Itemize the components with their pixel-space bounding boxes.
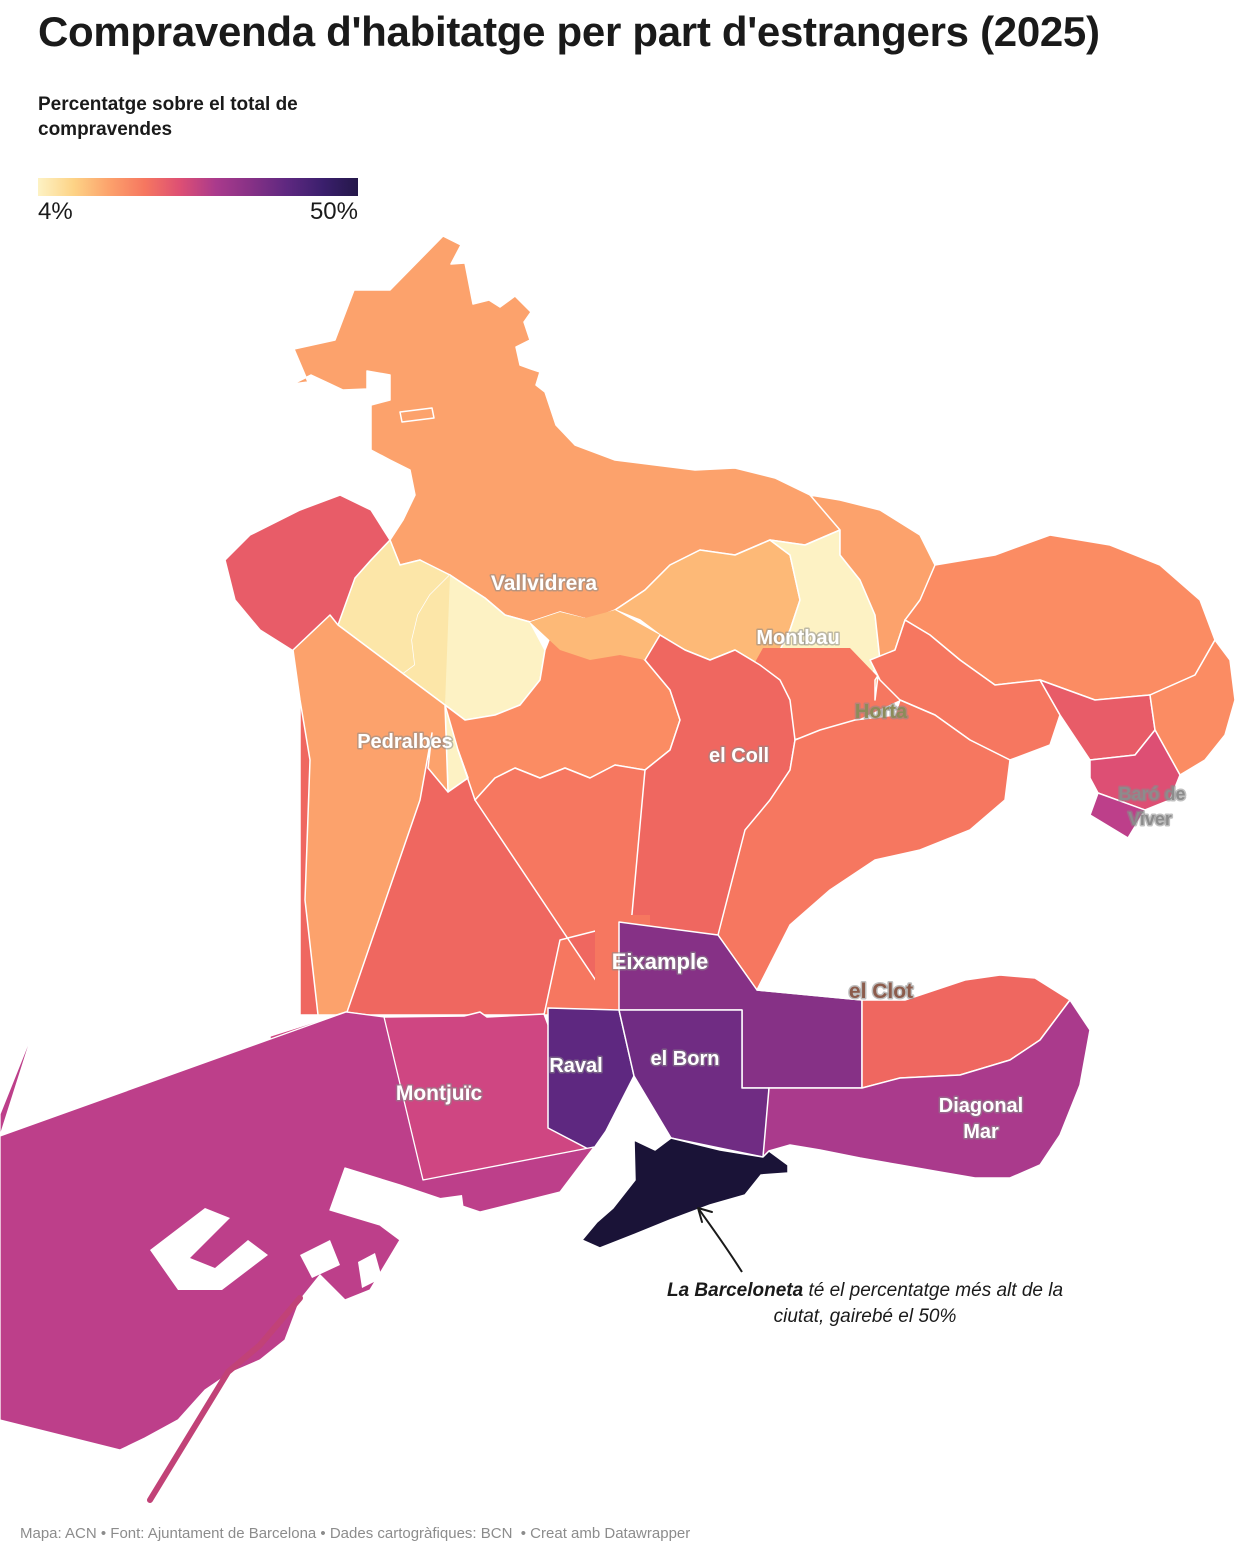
svg-text:Horta: Horta	[855, 701, 908, 723]
svg-text:Vallvidrera: Vallvidrera	[491, 572, 598, 595]
svg-text:Montjuïc: Montjuïc	[396, 1082, 483, 1105]
svg-text:Baró de: Baró de	[1118, 784, 1185, 804]
svg-text:Montbau: Montbau	[756, 627, 839, 649]
svg-text:Diagonal: Diagonal	[939, 1095, 1023, 1117]
svg-text:Viver: Viver	[1128, 809, 1172, 829]
svg-text:el Coll: el Coll	[709, 745, 769, 767]
svg-text:Eixample: Eixample	[612, 949, 709, 974]
svg-text:el Clot: el Clot	[849, 980, 913, 1003]
svg-text:Mar: Mar	[963, 1121, 999, 1143]
svg-text:Raval: Raval	[549, 1055, 602, 1077]
svg-text:el Born: el Born	[651, 1048, 720, 1070]
svg-text:Pedralbes: Pedralbes	[357, 731, 453, 753]
